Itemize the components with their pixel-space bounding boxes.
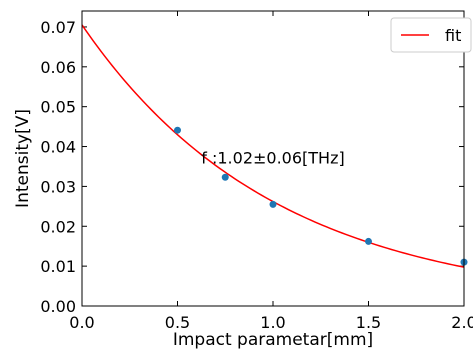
x-tick-label: 0.0 (69, 313, 94, 332)
y-tick-label: 0.05 (40, 98, 76, 117)
fit-curve (81, 24, 465, 268)
fit-annotation: f :1.02±0.06[THz] (201, 148, 344, 167)
x-axis-label: Impact parametar[mm] (173, 330, 373, 349)
data-point (221, 173, 229, 181)
x-tick-label: 0.5 (165, 313, 190, 332)
y-tick-label: 0.00 (40, 297, 76, 316)
x-tick-label: 1.0 (260, 313, 285, 332)
data-point (174, 126, 181, 134)
annotation-layer: f :1.02±0.06[THz] (201, 148, 344, 167)
y-tick-label: 0.07 (40, 18, 76, 37)
axes-frame (81, 10, 465, 307)
data-point (365, 237, 372, 245)
plot-area (81, 24, 468, 268)
ticks-layer: 0.00 0.01 0.02 0.03 0.04 0.05 0.06 0.07 0.0 0.5 1.… (40, 11, 473, 332)
y-tick-label: 0.01 (40, 257, 76, 276)
y-tick-label: 0.02 (40, 217, 76, 236)
y-tick-label: 0.03 (40, 177, 76, 196)
data-point (269, 200, 277, 208)
legend-box (390, 17, 472, 53)
legend: fit (390, 17, 472, 53)
y-axis-label: Intensity[V] (13, 109, 33, 208)
legend-fit-label: fit (445, 26, 461, 45)
x-tick-label: 2.0 (451, 313, 473, 332)
y-tick-label: 0.06 (40, 58, 76, 77)
x-tick-label: 1.5 (356, 313, 381, 332)
y-tick-label: 0.04 (40, 138, 76, 157)
